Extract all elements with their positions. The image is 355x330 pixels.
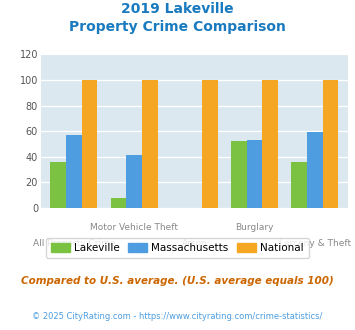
Bar xyxy=(50,162,66,208)
Text: All Property Crime: All Property Crime xyxy=(33,239,115,248)
Bar xyxy=(291,162,307,208)
Bar xyxy=(111,198,126,208)
Text: © 2025 CityRating.com - https://www.cityrating.com/crime-statistics/: © 2025 CityRating.com - https://www.city… xyxy=(32,312,323,321)
Text: Burglary: Burglary xyxy=(235,223,274,232)
Bar xyxy=(126,155,142,208)
Bar xyxy=(82,80,97,208)
Text: Arson: Arson xyxy=(181,239,207,248)
Bar xyxy=(66,135,82,208)
Text: Property Crime Comparison: Property Crime Comparison xyxy=(69,20,286,34)
Text: Motor Vehicle Theft: Motor Vehicle Theft xyxy=(90,223,178,232)
Bar xyxy=(247,140,262,208)
Legend: Lakeville, Massachusetts, National: Lakeville, Massachusetts, National xyxy=(46,238,309,258)
Text: Larceny & Theft: Larceny & Theft xyxy=(279,239,351,248)
Bar xyxy=(231,141,247,208)
Text: Compared to U.S. average. (U.S. average equals 100): Compared to U.S. average. (U.S. average … xyxy=(21,276,334,285)
Bar xyxy=(142,80,158,208)
Text: 2019 Lakeville: 2019 Lakeville xyxy=(121,2,234,16)
Bar xyxy=(202,80,218,208)
Bar xyxy=(262,80,278,208)
Bar xyxy=(323,80,338,208)
Bar xyxy=(307,132,323,208)
